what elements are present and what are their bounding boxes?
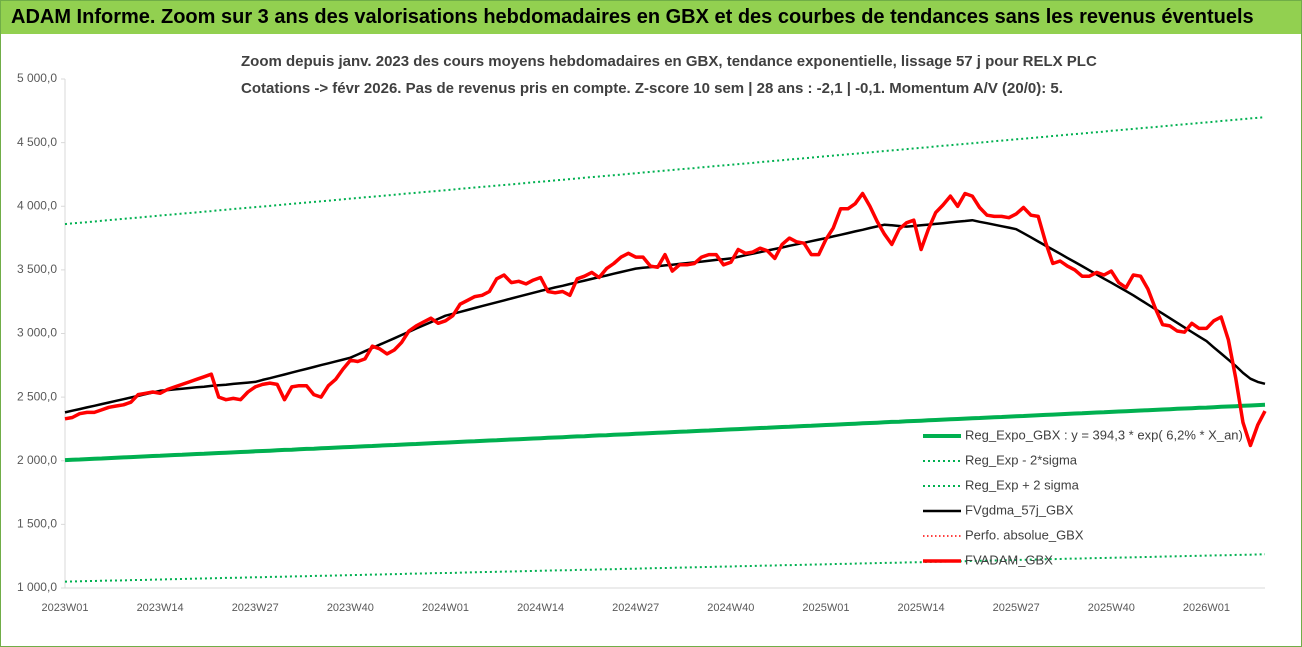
line-series [64, 191, 1267, 448]
y-tick-label: 5 000,0 [17, 71, 57, 85]
legend-label: Reg_Expo_GBX : y = 394,3 * exp( 6,2% * X… [965, 427, 1243, 442]
y-tick-label: 2 000,0 [17, 453, 57, 467]
x-tick-label: 2024W14 [517, 602, 564, 614]
x-tick-label: 2023W27 [232, 602, 279, 614]
x-tick-label: 2025W14 [898, 602, 945, 614]
line-series [64, 553, 1266, 583]
y-tick-label: 4 500,0 [17, 135, 57, 149]
y-tick-label: 2 500,0 [17, 389, 57, 403]
x-tick-label: 2025W01 [802, 602, 849, 614]
line-series [64, 192, 1266, 447]
x-tick-label: 2025W40 [1088, 602, 1135, 614]
x-tick-label: 2023W01 [41, 602, 88, 614]
x-tick-label: 2023W14 [137, 602, 184, 614]
legend-label: Perfo. absolue_GBX [965, 527, 1084, 542]
chart-subtitle: Cotations -> févr 2026. Pas de revenus p… [241, 80, 1063, 97]
x-tick-label: 2026W01 [1183, 602, 1230, 614]
x-tick-label: 2024W27 [612, 602, 659, 614]
y-tick-label: 4 000,0 [17, 198, 57, 212]
y-tick-label: 3 500,0 [17, 262, 57, 276]
legend-label: FVgdma_57j_GBX [965, 502, 1074, 517]
line-series [64, 218, 1266, 414]
line-series [64, 402, 1266, 463]
legend-label: Reg_Exp - 2*sigma [965, 452, 1078, 467]
y-tick-label: 3 000,0 [17, 326, 57, 340]
x-tick-label: 2024W01 [422, 602, 469, 614]
x-tick-label: 2024W40 [707, 602, 754, 614]
chart-title: Zoom depuis janv. 2023 des cours moyens … [241, 53, 1097, 70]
chart: Zoom depuis janv. 2023 des cours moyens … [17, 53, 1267, 614]
legend-label: Reg_Exp + 2 sigma [965, 477, 1080, 492]
y-tick-label: 1 000,0 [17, 580, 57, 594]
line-series [64, 116, 1266, 226]
x-tick-label: 2023W40 [327, 602, 374, 614]
y-tick-label: 1 500,0 [17, 517, 57, 531]
page-header: ADAM Informe. Zoom sur 3 ans des valoris… [1, 1, 1301, 34]
x-tick-label: 2025W27 [993, 602, 1040, 614]
legend-label: FVADAM_GBX [965, 552, 1053, 567]
